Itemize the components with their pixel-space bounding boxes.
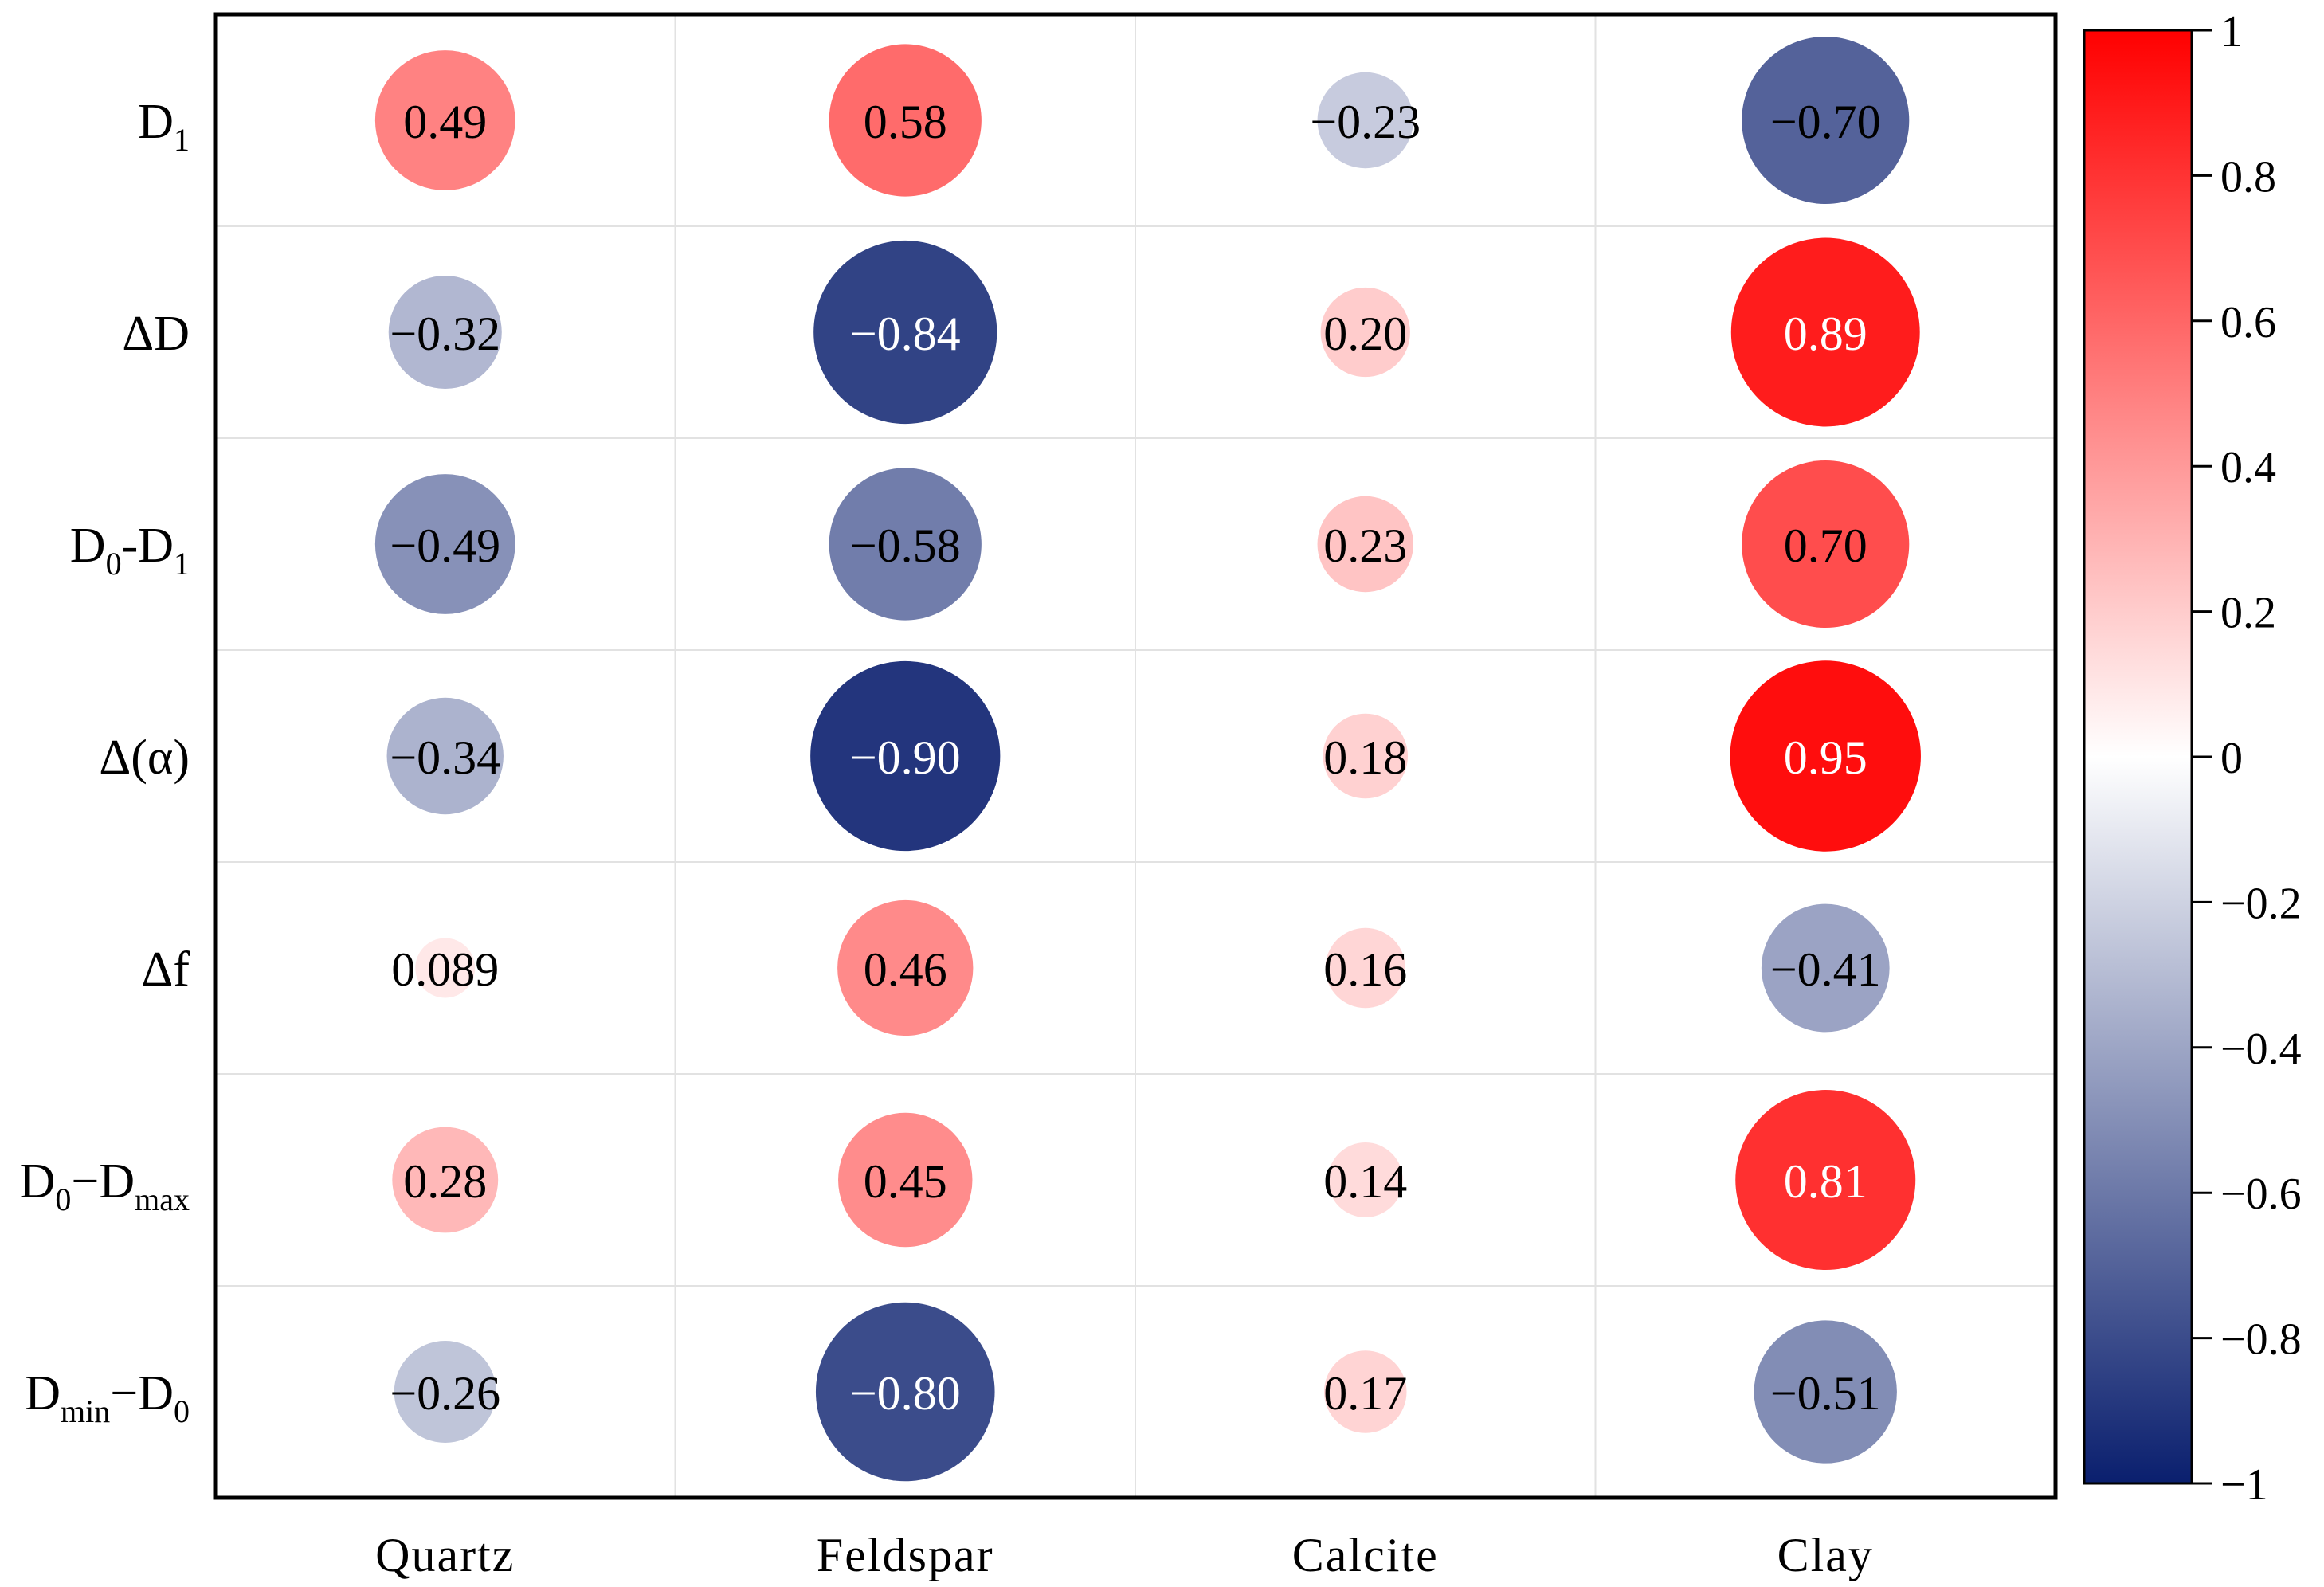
colorbar-tick-label: −0.6: [2220, 1170, 2302, 1219]
value-label: −0.51: [1770, 1367, 1881, 1420]
correlation-circle: [386, 697, 504, 815]
value-labels: 0.49 0.58 −0.23 −0.70 −0.32 −0.84 0.20 0.89 −0.4…: [390, 96, 1880, 1420]
value-label: 0.49: [403, 96, 487, 148]
column-label: Clay: [1777, 1529, 1874, 1581]
correlation-circle: [1323, 713, 1409, 799]
plot-frame: [213, 12, 2058, 1500]
colorbar-tick-label: −0.4: [2220, 1025, 2302, 1074]
row-label: Δf: [141, 942, 190, 997]
correlation-circle: [815, 1302, 995, 1482]
value-label: 0.70: [1784, 519, 1867, 572]
correlation-circle: [837, 899, 974, 1036]
correlation-circle: [1327, 1142, 1403, 1217]
value-label: −0.80: [850, 1367, 961, 1420]
correlation-circle: [1323, 1350, 1407, 1433]
correlation-circle: [1735, 1090, 1916, 1270]
colorbar-tick-label: 0.2: [2220, 589, 2276, 638]
value-label: −0.70: [1770, 96, 1881, 148]
colorbar: 1 0.8 0.6 0.4 0.2 0 −0.2 −0.4 −0.6 −0.8 −1: [2083, 7, 2302, 1510]
correlation-circle: [388, 275, 502, 390]
correlation-circles: [374, 36, 1921, 1482]
column-labels: Quartz Feldspar Calcite Clay: [375, 1529, 1874, 1581]
value-label: 0.28: [403, 1155, 487, 1208]
row-label: D1: [138, 95, 190, 158]
value-label: 0.95: [1784, 731, 1867, 784]
row-label: ΔD: [122, 307, 190, 361]
correlation-circle: [1317, 496, 1413, 593]
correlation-circle: [829, 44, 982, 197]
correlation-circle: [1761, 903, 1890, 1033]
value-label: 0.14: [1323, 1155, 1407, 1208]
correlation-circle: [394, 1340, 496, 1444]
correlation-circle: [1742, 460, 1910, 629]
row-labels: D1 ΔD D0-D1 Δ(α) Δf D0−Dmax Dmin−D0: [20, 95, 190, 1429]
correlation-circle: [415, 938, 476, 998]
correlation-circle: [1317, 72, 1413, 169]
colorbar-tick-label: 1: [2220, 7, 2243, 57]
value-label: −0.23: [1310, 96, 1421, 148]
value-label: −0.34: [390, 731, 500, 784]
correlation-circle: [374, 50, 515, 190]
correlation-circle: [392, 1127, 499, 1233]
value-label: 0.23: [1323, 519, 1407, 572]
colorbar-tick-label: −1: [2220, 1460, 2268, 1510]
value-label: 0.89: [1784, 308, 1867, 360]
colorbar-gradient: [2083, 29, 2193, 1485]
correlation-circle: [829, 468, 982, 621]
column-label: Quartz: [375, 1529, 515, 1581]
value-label: 0.58: [864, 96, 947, 148]
value-label: −0.26: [390, 1367, 500, 1420]
row-label: D0-D1: [70, 519, 190, 582]
value-label: 0.089: [391, 943, 499, 996]
row-label: Δ(α): [99, 731, 190, 785]
value-label: 0.17: [1323, 1367, 1407, 1420]
row-label: D0−Dmax: [20, 1154, 190, 1217]
colorbar-tick-label: 0.4: [2220, 443, 2276, 492]
correlation-circle: [1754, 1320, 1897, 1464]
correlation-circle: [838, 1112, 973, 1248]
value-label: −0.32: [390, 308, 500, 360]
colorbar-tick-label: −0.8: [2220, 1315, 2302, 1365]
correlation-circle: [374, 474, 515, 614]
value-label: −0.41: [1770, 943, 1881, 996]
correlation-circle: [810, 660, 1001, 852]
row-label: Dmin−D0: [25, 1366, 190, 1429]
value-label: −0.84: [850, 308, 961, 360]
correlation-circle: [1730, 237, 1920, 427]
value-label: −0.49: [390, 519, 500, 572]
value-label: 0.16: [1323, 943, 1407, 996]
correlation-circle: [813, 240, 997, 425]
value-label: −0.58: [850, 519, 961, 572]
correlation-circle: [1325, 927, 1405, 1009]
value-label: 0.20: [1323, 308, 1407, 360]
correlation-circle: [1320, 287, 1410, 378]
value-label: 0.81: [1784, 1155, 1867, 1208]
column-label: Calcite: [1292, 1529, 1439, 1581]
value-label: 0.46: [864, 943, 947, 996]
value-label: 0.18: [1323, 731, 1407, 784]
colorbar-tick-label: −0.2: [2220, 879, 2302, 928]
value-label: 0.45: [864, 1155, 947, 1208]
correlation-circle: [1742, 36, 1910, 205]
colorbar-tick-label: 0.8: [2220, 152, 2276, 202]
value-label: −0.90: [850, 731, 961, 784]
correlation-circle: [1730, 660, 1921, 852]
colorbar-tick-label: 0: [2220, 734, 2243, 783]
column-label: Feldspar: [817, 1529, 994, 1581]
colorbar-tick-label: 0.6: [2220, 298, 2276, 347]
grid-lines: [215, 14, 2056, 1498]
